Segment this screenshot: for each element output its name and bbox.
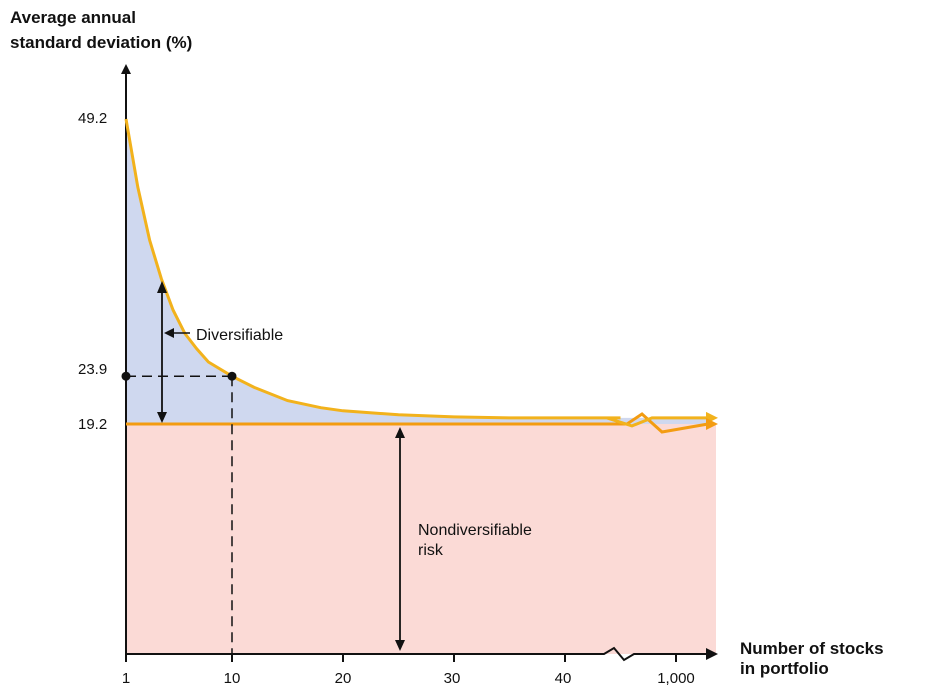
fill-regions bbox=[126, 119, 716, 654]
y-tick-label: 49.2 bbox=[78, 110, 107, 127]
x-tick-label: 10 bbox=[224, 670, 241, 687]
diversifiable-arrowhead-top bbox=[157, 281, 167, 293]
x-tick-label: 30 bbox=[444, 670, 461, 687]
nondiversifiable-arrowhead-bottom bbox=[395, 640, 405, 651]
annotation-marks bbox=[121, 281, 718, 662]
nondiversifiable-label-line-2: risk bbox=[418, 542, 444, 559]
curve-highlight-dot bbox=[227, 371, 237, 381]
x-tick-label: 20 bbox=[335, 670, 352, 687]
x-axis-title-line-2: in portfolio bbox=[740, 659, 829, 678]
diversifiable-arrowhead-bottom bbox=[157, 412, 167, 423]
x-axis-title-line-1: Number of stocks bbox=[740, 639, 884, 658]
nondiversifiable-arrowhead-top bbox=[395, 427, 405, 438]
baseline-arrowhead bbox=[706, 418, 718, 430]
x-tick-label: 1,000 bbox=[657, 670, 695, 687]
nondiversifiable-baseline bbox=[126, 412, 709, 434]
y-axis-dot bbox=[121, 371, 131, 381]
nondiversifiable-risk-area bbox=[126, 424, 716, 654]
y-axis-title-line-1: Average annual bbox=[10, 8, 136, 27]
x-tick-label: 1 bbox=[122, 670, 130, 687]
nondiversifiable-label-line-1: Nondiversifiable bbox=[418, 522, 532, 539]
curve-group bbox=[124, 118, 709, 434]
diversifiable-label: Diversifiable bbox=[196, 327, 283, 344]
axes bbox=[121, 64, 718, 662]
x-axis-arrowhead bbox=[706, 648, 718, 660]
diversifiable-pointer-head bbox=[164, 328, 174, 338]
y-tick-label: 23.9 bbox=[78, 361, 107, 378]
diversifiable-risk-area bbox=[126, 119, 708, 424]
y-axis-title-line-2: standard deviation (%) bbox=[10, 33, 192, 52]
x-axis-line bbox=[126, 646, 708, 662]
portfolio-risk-curve bbox=[124, 118, 708, 428]
x-tick-label: 40 bbox=[555, 670, 572, 687]
axis-labels: Average annual standard deviation (%) Nu… bbox=[10, 8, 884, 687]
y-tick-label: 19.2 bbox=[78, 416, 107, 433]
